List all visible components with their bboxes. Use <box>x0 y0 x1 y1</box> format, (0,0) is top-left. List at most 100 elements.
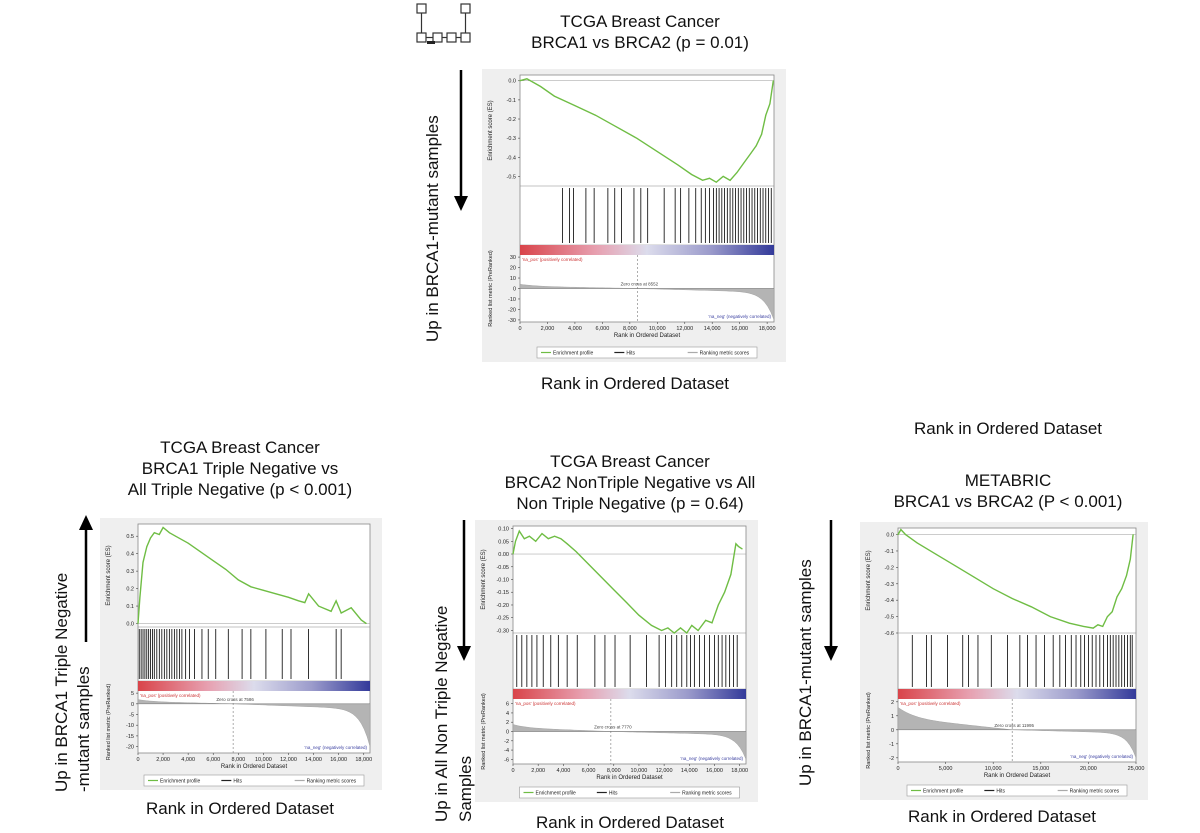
es-ylabel: Enrichment score (ES) <box>488 100 494 160</box>
metric-ytick-label: -15 <box>126 734 134 740</box>
x-axis-label: Rank in Ordered Dataset <box>221 764 288 770</box>
metric-ytick-label: -1 <box>889 742 894 748</box>
es-curve-point <box>750 152 752 154</box>
correlation-gradient-bar <box>520 245 774 255</box>
es-curve-point <box>691 174 693 176</box>
es-curve-point <box>769 103 771 105</box>
es-curve-point <box>656 151 658 153</box>
es-curve-point <box>625 601 627 603</box>
x-tick-label: 6,000 <box>595 326 609 332</box>
es-ytick-label: 0.0 <box>886 533 894 539</box>
es-curve-point <box>595 114 597 116</box>
es-curve-point <box>318 605 320 607</box>
es-ytick-label: 0.1 <box>126 604 134 610</box>
metric-ytick-label: 30 <box>510 255 516 261</box>
metric-ytick-label: -4 <box>504 748 509 754</box>
es-curve-point <box>736 172 738 174</box>
x-tick-label: 2,000 <box>156 757 170 763</box>
plot-area <box>513 526 746 764</box>
x-tick-label: 4,000 <box>556 768 570 774</box>
plot-frame <box>519 74 775 323</box>
metric-ytick-label: 0 <box>513 287 516 293</box>
x-tick-label: 6,000 <box>206 757 220 763</box>
es-curve-point <box>200 551 202 553</box>
es-curve-point <box>1132 534 1134 536</box>
metric-ytick-label: -20 <box>126 745 134 751</box>
es-curve-point <box>954 565 956 567</box>
x-axis-label: Rank in Ordered Dataset <box>614 333 681 339</box>
x-tick-label: 6,000 <box>582 768 596 774</box>
gsea-panel-a: 0.0 -0.1 -0.2 -0.3 -0.4 -0.5 Enrichment score … <box>482 69 786 362</box>
es-curve-point <box>574 105 576 107</box>
panel-b-xcaption: Rank in Ordered Dataset <box>145 799 335 818</box>
neg-correlated-label: 'na_neg' (negatively correlated) <box>708 314 771 319</box>
es-ylabel: Enrichment score (ES) <box>481 549 487 609</box>
es-curve-point <box>743 162 745 164</box>
gsea-panel-d: 0.0 -0.1 -0.2 -0.3 -0.4 -0.5 -0.6 Enrichment sc… <box>860 522 1148 800</box>
plot-frame <box>897 527 1137 763</box>
es-curve-point <box>330 610 332 612</box>
panel-d-xcaption: Rank in Ordered Dataset <box>907 807 1097 826</box>
panel-c-xcaption: Rank in Ordered Dataset <box>535 813 725 832</box>
es-curve-point <box>308 593 310 595</box>
es-curve-point <box>1092 627 1094 629</box>
es-curve-point <box>916 542 918 544</box>
pos-correlated-label: 'na_pos' (positively correlated) <box>515 701 576 706</box>
x-tick-label: 0 <box>518 326 521 332</box>
ranked-metric-area <box>519 284 775 320</box>
panel-d-top-caption: Rank in Ordered Dataset <box>913 419 1103 438</box>
es-ytick-label: -0.25 <box>496 616 509 622</box>
es-curve-point <box>724 591 726 593</box>
legend-label: Ranking metric scores <box>1070 789 1120 795</box>
es-curve-point <box>1030 606 1032 608</box>
es-ytick-label: -0.2 <box>885 565 894 571</box>
neg-correlated-label: 'na_neg' (negatively correlated) <box>680 756 743 761</box>
es-curve-point <box>187 542 189 544</box>
metric-ytick-label: -30 <box>508 318 516 324</box>
es-ytick-label: -0.5 <box>507 174 516 180</box>
up-arrow-icon <box>79 515 93 642</box>
gsea-panel-c: 0.10 0.05 0.00 -0.05 -0.10 -0.15 -0.20 -0.25 -0.… <box>475 520 758 802</box>
pos-correlated-label: 'na_pos' (positively correlated) <box>900 701 961 706</box>
es-ytick-label: -0.3 <box>507 136 516 142</box>
x-tick-label: 18,000 <box>731 768 748 774</box>
es-curve-point <box>680 627 682 629</box>
x-axis-label: Rank in Ordered Dataset <box>984 773 1051 779</box>
es-curve-point <box>615 126 617 128</box>
legend-box <box>906 784 1128 797</box>
pos-correlated-label: 'na_pos' (positively correlated) <box>140 693 201 698</box>
es-curve-point <box>613 589 615 591</box>
es-curve-point <box>304 602 306 604</box>
es-curve-point <box>518 530 520 532</box>
metric-ytick-label: 0 <box>506 730 509 736</box>
es-curve-point <box>519 80 521 82</box>
es-curve-point <box>1121 588 1123 590</box>
es-ytick-label: -0.4 <box>507 155 516 161</box>
zero-cross-label: Zero cross at 8552 <box>621 282 659 287</box>
metric-ytick-label: 1 <box>891 714 894 720</box>
es-curve-point <box>575 550 577 552</box>
es-curve-point <box>900 529 902 531</box>
plot-frame <box>137 523 371 754</box>
ranked-metric-area <box>512 724 747 760</box>
x-tick-label: 10,000 <box>631 768 648 774</box>
panel-d-title: METABRIC BRCA1 vs BRCA2 (P < 0.001) <box>858 470 1158 512</box>
gsea-panel-b: 0.5 0.4 0.3 0.2 0.1 0.0 Enrichment score (ES) Z… <box>100 518 382 790</box>
es-curve-point <box>1068 622 1070 624</box>
metric-ytick-label: -2 <box>504 739 509 745</box>
down-arrow-icon <box>457 520 471 661</box>
panel-c-title-line-2: BRCA2 NonTriple Negative vs All <box>504 473 756 492</box>
es-curve-point <box>554 535 556 537</box>
es-curve-point <box>541 533 543 535</box>
es-curve-point <box>702 179 704 181</box>
es-curve-point <box>992 588 994 590</box>
es-curve-point <box>350 607 352 609</box>
es-curve-point <box>772 80 774 82</box>
correlation-gradient-bar <box>513 689 746 699</box>
es-curve-point <box>677 164 679 166</box>
plot-area <box>138 524 370 753</box>
legend-box <box>519 786 740 799</box>
es-ytick-label: -0.1 <box>885 549 894 555</box>
es-curve-point <box>765 114 767 116</box>
metric-ytick-label: 20 <box>510 266 516 272</box>
